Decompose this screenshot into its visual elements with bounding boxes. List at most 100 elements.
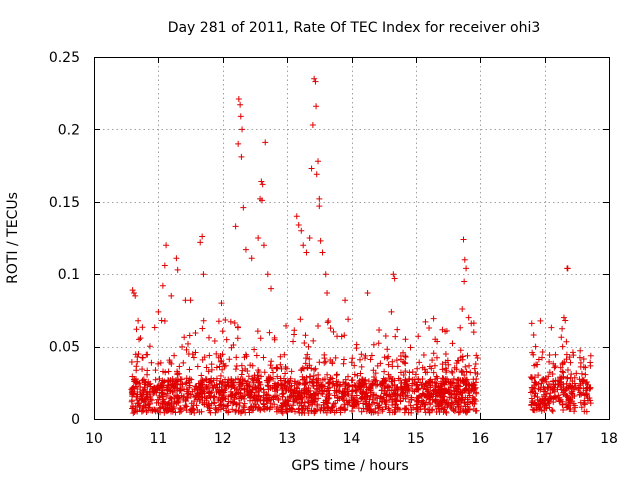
data-point — [457, 324, 464, 331]
data-point — [135, 317, 142, 324]
data-point — [587, 352, 594, 359]
data-point — [529, 385, 536, 392]
data-point — [186, 375, 193, 382]
data-point — [453, 360, 460, 367]
data-point — [431, 362, 438, 369]
data-point — [461, 256, 468, 263]
data-point — [139, 354, 146, 361]
data-point — [287, 406, 294, 413]
data-point — [547, 390, 554, 397]
data-point — [414, 365, 421, 372]
data-point — [235, 140, 242, 147]
data-point — [374, 381, 381, 388]
data-point — [548, 324, 555, 331]
data-point — [237, 382, 244, 389]
data-point — [247, 389, 254, 396]
data-point — [427, 401, 434, 408]
data-point — [173, 392, 180, 399]
grid-lines — [94, 57, 609, 419]
x-axis-tick-labels: 10 11 12 13 14 15 16 17 18 — [85, 431, 618, 447]
data-point — [200, 271, 207, 278]
data-point — [180, 393, 187, 400]
data-point — [582, 364, 589, 371]
data-point — [283, 365, 290, 372]
data-point — [146, 401, 153, 408]
data-point — [228, 344, 235, 351]
data-point — [257, 335, 264, 342]
data-point — [298, 227, 305, 234]
x-tick-label: 17 — [536, 431, 554, 447]
data-point — [434, 338, 441, 345]
data-point — [282, 370, 289, 377]
data-point — [296, 400, 303, 407]
data-point — [206, 352, 213, 359]
data-point — [312, 391, 319, 398]
x-tick-label: 16 — [471, 431, 489, 447]
data-point — [177, 387, 184, 394]
data-point — [268, 365, 275, 372]
data-point — [366, 396, 373, 403]
data-point — [199, 233, 206, 240]
data-point — [577, 347, 584, 354]
data-point — [465, 406, 472, 413]
data-point — [464, 352, 471, 359]
data-point — [251, 346, 258, 353]
data-point — [351, 362, 358, 369]
data-point — [400, 395, 407, 402]
data-point — [325, 379, 332, 386]
data-point — [341, 332, 348, 339]
data-point — [138, 408, 145, 415]
data-point — [393, 357, 400, 364]
data-point — [240, 204, 247, 211]
data-point — [165, 379, 172, 386]
data-point — [582, 371, 589, 378]
data-point — [243, 380, 250, 387]
data-point — [273, 392, 280, 399]
data-point — [362, 401, 369, 408]
data-point — [566, 354, 573, 361]
data-point — [186, 382, 193, 389]
data-point — [341, 385, 348, 392]
data-point — [293, 213, 300, 220]
data-point — [312, 392, 319, 399]
data-point — [552, 363, 559, 370]
data-point — [400, 372, 407, 379]
data-point — [237, 113, 244, 120]
data-point — [342, 297, 349, 304]
data-point — [395, 375, 402, 382]
data-point — [213, 350, 220, 357]
data-point — [573, 370, 580, 377]
data-point — [159, 390, 166, 397]
data-point — [242, 246, 249, 253]
data-point — [330, 328, 337, 335]
data-point — [360, 400, 367, 407]
data-point — [303, 393, 310, 400]
data-point — [570, 386, 577, 393]
data-point — [449, 369, 456, 376]
data-point — [419, 397, 426, 404]
data-point — [339, 395, 346, 402]
data-point — [164, 390, 171, 397]
data-point — [158, 383, 165, 390]
data-point — [178, 381, 185, 388]
data-point — [213, 375, 220, 382]
data-point — [345, 316, 352, 323]
data-point — [167, 388, 174, 395]
data-point — [283, 408, 290, 415]
data-point — [453, 366, 460, 373]
data-point — [386, 397, 393, 404]
data-point — [382, 398, 389, 405]
data-point — [403, 406, 410, 413]
data-point — [188, 408, 195, 415]
data-point — [472, 360, 479, 367]
data-point — [465, 389, 472, 396]
data-point — [215, 318, 222, 325]
data-point — [377, 360, 384, 367]
data-point — [542, 388, 549, 395]
data-point — [303, 249, 310, 256]
data-point — [299, 405, 306, 412]
data-point — [133, 326, 140, 333]
data-point — [312, 365, 319, 372]
data-point — [283, 386, 290, 393]
data-point — [407, 344, 414, 351]
